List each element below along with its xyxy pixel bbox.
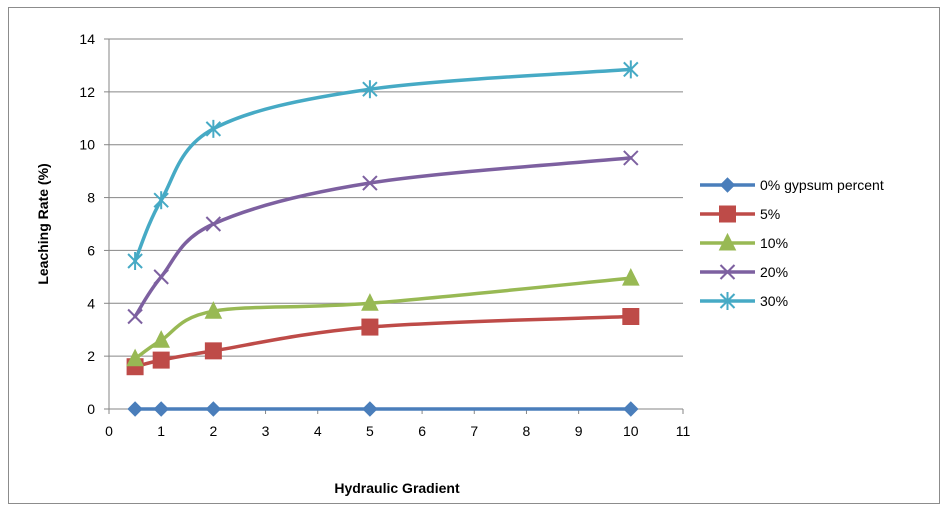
data-point (127, 401, 143, 417)
marker-stroke (362, 175, 378, 191)
series-layer (126, 60, 640, 417)
legend-label: 10% (760, 235, 788, 251)
series-0 (127, 401, 639, 417)
data-point (362, 401, 378, 417)
y-tick-label: 4 (87, 295, 95, 311)
data-point (127, 252, 143, 270)
data-point (153, 269, 169, 285)
x-tick-label: 8 (523, 423, 531, 439)
data-point (622, 268, 640, 286)
legend-entry: 30% (700, 292, 788, 310)
series-line (133, 67, 633, 263)
data-point (205, 401, 222, 417)
marker-stroke (127, 308, 143, 325)
x-tick-label: 0 (105, 423, 113, 439)
y-tick-label: 10 (79, 137, 95, 153)
data-point (126, 348, 144, 367)
data-point (623, 60, 639, 79)
x-tick-label: 7 (470, 423, 478, 439)
legend-label: 5% (760, 206, 780, 222)
legend-marker (719, 177, 736, 193)
marker-stroke (205, 216, 222, 232)
x-tick-label: 10 (623, 423, 639, 439)
x-tick-label: 5 (366, 423, 374, 439)
data-point (623, 401, 639, 417)
x-tick-label: 3 (262, 423, 270, 439)
data-point (362, 175, 378, 191)
x-tick-label: 9 (575, 423, 583, 439)
legend-entry: 5% (700, 205, 780, 223)
data-point (361, 318, 379, 336)
legend-label: 0% gypsum percent (760, 177, 884, 193)
y-tick-label: 14 (79, 31, 95, 47)
x-tick-label: 4 (314, 423, 322, 439)
series-2 (126, 268, 640, 367)
data-point (205, 216, 222, 232)
legend: 0% gypsum percent 5% 10% 20% 30% (700, 177, 884, 310)
legend-marker (718, 232, 737, 251)
marker-stroke (623, 150, 639, 166)
y-tick-label: 0 (87, 401, 95, 417)
y-axis-title: Leaching Rate (%) (35, 163, 51, 284)
data-point (362, 80, 378, 99)
data-point (152, 351, 170, 369)
series-3 (127, 150, 639, 325)
x-tick-label: 6 (418, 423, 426, 439)
legend-marker (719, 292, 736, 310)
series-line (133, 156, 633, 319)
y-tick-label: 6 (87, 242, 95, 258)
x-tick-label: 11 (676, 423, 691, 439)
series-1 (126, 308, 640, 376)
legend-marker (719, 264, 736, 280)
data-point (152, 330, 170, 348)
legend-label: 20% (760, 264, 788, 280)
data-point (153, 191, 169, 210)
x-axis-title: Hydraulic Gradient (334, 480, 460, 496)
legend-label: 30% (760, 293, 788, 309)
marker-stroke (719, 264, 736, 280)
legend-marker (719, 205, 736, 223)
data-point (204, 342, 222, 360)
y-tick-label: 2 (87, 348, 95, 364)
legend-entry: 10% (700, 232, 788, 251)
x-tick-label: 1 (157, 423, 165, 439)
data-point (361, 293, 379, 311)
legend-entry: 0% gypsum percent (700, 177, 884, 193)
data-point (127, 308, 143, 325)
data-point (153, 401, 169, 417)
grid-layer (109, 38, 683, 357)
data-point (623, 150, 639, 166)
data-point (205, 119, 222, 138)
y-tick-label: 8 (87, 190, 95, 206)
legend-entry: 20% (700, 264, 788, 280)
series-4 (127, 60, 639, 270)
data-point (204, 301, 223, 319)
data-point (622, 308, 640, 325)
y-tick-label: 12 (79, 84, 95, 100)
chart-frame (8, 7, 940, 504)
x-tick-label: 2 (209, 423, 217, 439)
marker-stroke (153, 269, 169, 285)
